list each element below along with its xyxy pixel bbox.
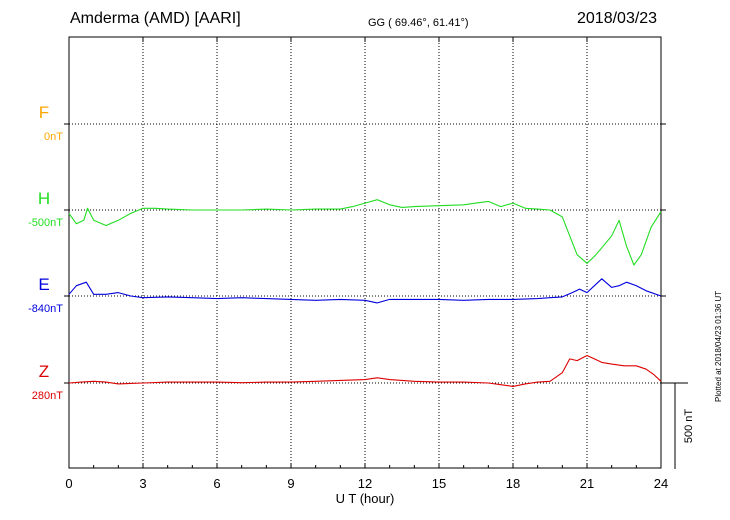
series-baseline-h: -500nT bbox=[28, 217, 63, 229]
series-line-h bbox=[68, 199, 662, 266]
series-baseline-e: -840nT bbox=[28, 303, 63, 315]
plotted-timestamp: Plotted at 2018/04/23 01:36 UT bbox=[714, 290, 723, 402]
geo-coordinates: GG ( 69.46°, 61.41°) bbox=[368, 17, 469, 29]
series-line-z bbox=[68, 354, 662, 387]
series-baseline-z: 280nT bbox=[32, 390, 63, 402]
series-label-z: Z bbox=[39, 362, 49, 381]
series-line-e bbox=[68, 278, 662, 304]
series-baseline-f: 0nT bbox=[44, 131, 63, 143]
series-label-e: E bbox=[38, 275, 49, 294]
series-label-f: F bbox=[39, 103, 49, 122]
x-tick-label: 6 bbox=[213, 476, 220, 491]
x-tick-label: 18 bbox=[506, 476, 520, 491]
x-tick-label: 21 bbox=[580, 476, 594, 491]
x-tick-label: 24 bbox=[654, 476, 668, 491]
x-tick-label: 9 bbox=[287, 476, 294, 491]
series-label-h: H bbox=[38, 189, 50, 208]
x-tick-label: 15 bbox=[432, 476, 446, 491]
chart-title: Amderma (AMD) [AARI] bbox=[70, 10, 241, 27]
x-axis-label: U T (hour) bbox=[336, 491, 395, 506]
x-tick-label: 3 bbox=[139, 476, 146, 491]
x-tick-label: 12 bbox=[358, 476, 372, 491]
chart-date: 2018/03/23 bbox=[577, 10, 658, 27]
scale-bar-label: 500 nT bbox=[683, 409, 695, 444]
x-tick-label: 0 bbox=[65, 476, 72, 491]
